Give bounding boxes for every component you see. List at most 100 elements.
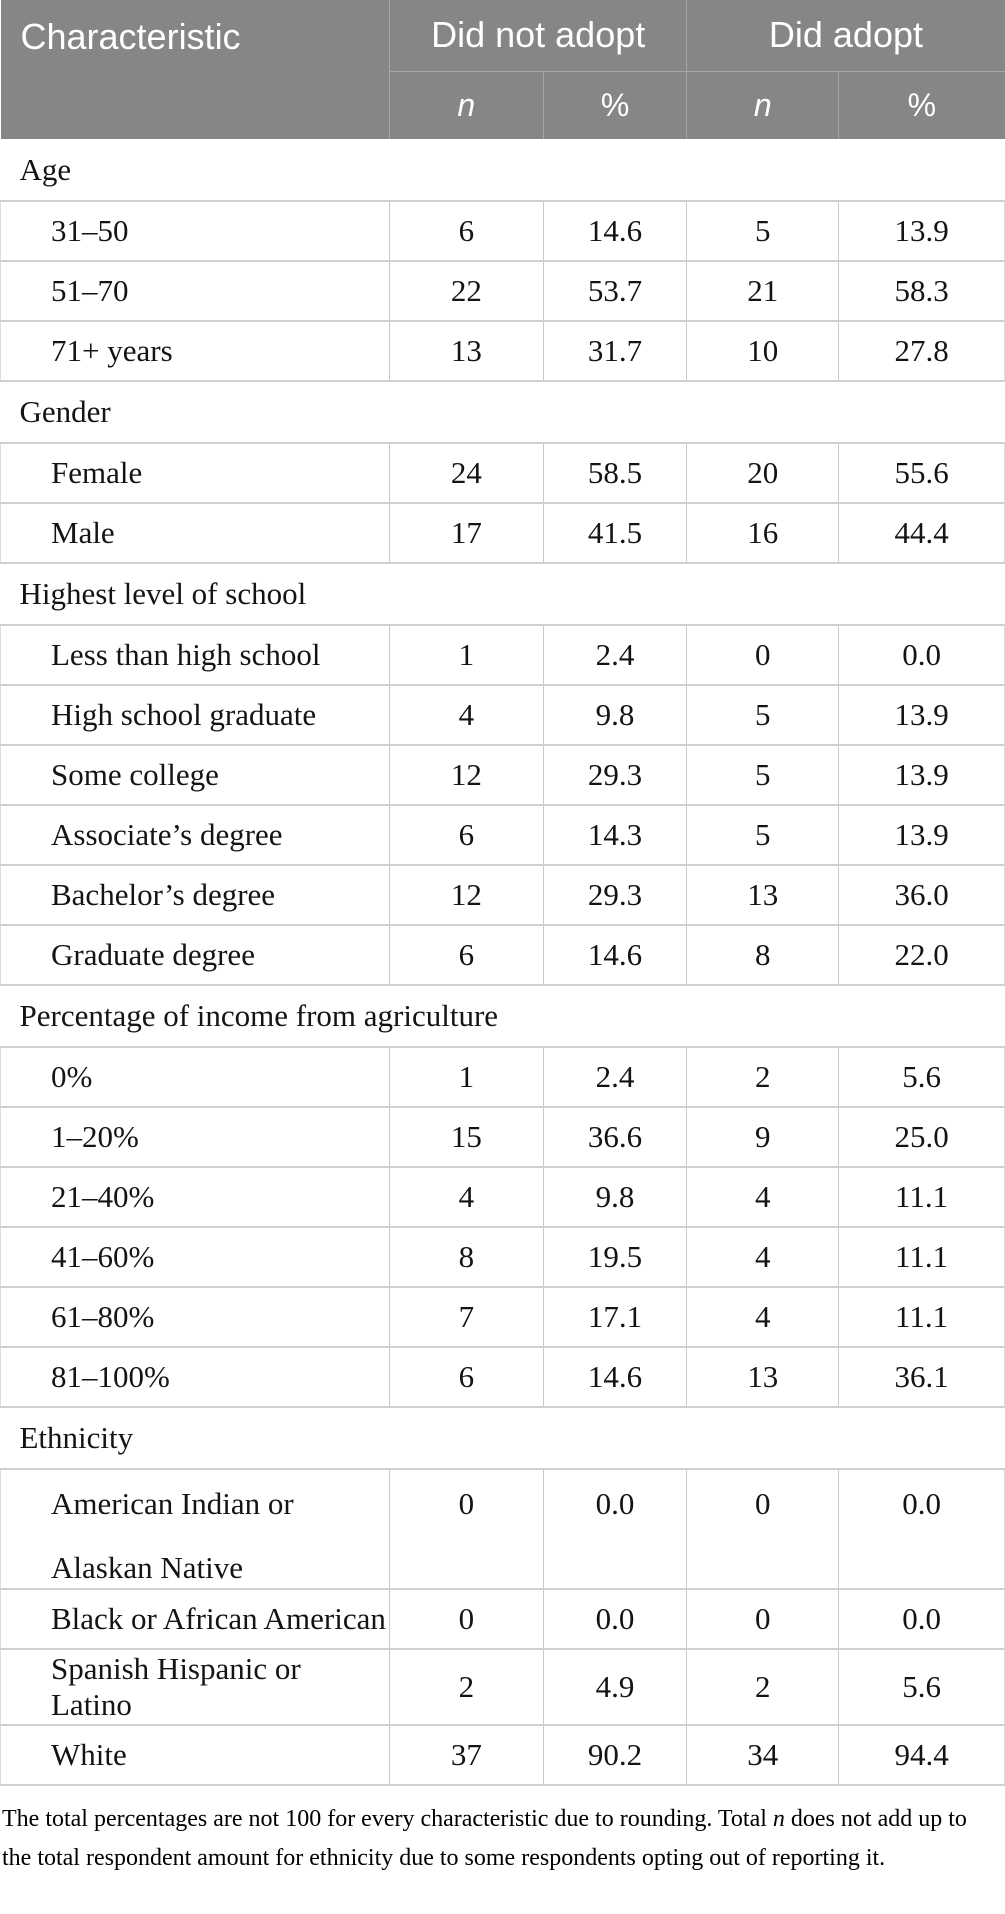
- cell-value: 0.0: [838, 1589, 1005, 1650]
- row-label: 41–60%: [0, 1227, 390, 1288]
- cell-value: 0: [388, 1589, 544, 1650]
- row-label: 21–40%: [0, 1167, 390, 1228]
- row-label: High school graduate: [0, 685, 390, 746]
- characteristics-table: Characteristic Did not adopt Did adopt n…: [0, 0, 1005, 1786]
- cell-value: 1: [388, 1047, 544, 1108]
- cell-value: 19.5: [542, 1227, 687, 1288]
- cell-value: 5: [686, 685, 839, 746]
- cell-value: 2: [686, 1047, 839, 1108]
- cell-value: 6: [388, 1347, 544, 1408]
- cell-value: 0.0: [838, 625, 1005, 686]
- cell-value: 9.8: [542, 1167, 687, 1228]
- cell-value: 36.6: [542, 1107, 687, 1168]
- row-label: Associate’s degree: [0, 805, 390, 866]
- subheader-n-did-adopt: n: [686, 71, 839, 139]
- subheader-percent-did-not-adopt: %: [542, 71, 687, 139]
- section-label: Age: [0, 139, 1005, 202]
- column-header-characteristic: Characteristic: [0, 0, 390, 139]
- cell-value: 6: [388, 201, 544, 262]
- cell-value: 13: [686, 865, 839, 926]
- table-row: Male 17 41.5 16 44.4: [0, 503, 1005, 564]
- table-row: Graduate degree 6 14.6 8 22.0: [0, 925, 1005, 986]
- cell-value: 11.1: [838, 1167, 1005, 1228]
- table-row: Female 24 58.5 20 55.6: [0, 443, 1005, 504]
- section-row: Highest level of school: [0, 563, 1005, 626]
- cell-value: 4: [388, 685, 544, 746]
- row-label: Female: [0, 443, 390, 504]
- row-label: Graduate degree: [0, 925, 390, 986]
- cell-value: 29.3: [542, 865, 687, 926]
- section-row: Percentage of income from agriculture: [0, 985, 1005, 1048]
- table-row: High school graduate 4 9.8 5 13.9: [0, 685, 1005, 746]
- column-group-did-adopt: Did adopt: [686, 0, 1005, 72]
- cell-value: 2.4: [542, 625, 687, 686]
- cell-value: 17: [388, 503, 544, 564]
- cell-value: 1: [388, 625, 544, 686]
- cell-value: 14.6: [542, 1347, 687, 1408]
- footnote-text-part2: does not add up to the total respondent …: [2, 1806, 967, 1871]
- row-label: Male: [0, 503, 390, 564]
- cell-value: 5.6: [838, 1047, 1005, 1108]
- section-row: Gender: [0, 381, 1005, 444]
- cell-value: 13.9: [838, 201, 1005, 262]
- row-label: 71+ years: [0, 321, 390, 382]
- cell-value: 55.6: [838, 443, 1005, 504]
- cell-value: 0.0: [542, 1469, 687, 1590]
- row-label: Spanish Hispanic or Latino: [0, 1649, 390, 1726]
- column-group-did-not-adopt: Did not adopt: [388, 0, 687, 72]
- cell-value: 4: [388, 1167, 544, 1228]
- header-group-row: Characteristic Did not adopt Did adopt: [0, 0, 1005, 139]
- cell-value: 17.1: [542, 1287, 687, 1348]
- row-label: American Indian or Alaskan Native: [0, 1469, 390, 1590]
- cell-value: 8: [388, 1227, 544, 1288]
- cell-value: 13.9: [838, 685, 1005, 746]
- cell-value: 4: [686, 1227, 839, 1288]
- footnote-text-part1: The total percentages are not 100 for ev…: [2, 1806, 773, 1832]
- cell-value: 2: [686, 1649, 839, 1726]
- cell-value: 5: [686, 745, 839, 806]
- cell-value: 13: [686, 1347, 839, 1408]
- row-label: 1–20%: [0, 1107, 390, 1168]
- cell-value: 58.3: [838, 261, 1005, 322]
- cell-value: 0: [686, 625, 839, 686]
- cell-value: 22: [388, 261, 544, 322]
- table-row: 81–100% 6 14.6 13 36.1: [0, 1347, 1005, 1408]
- cell-value: 9: [686, 1107, 839, 1168]
- cell-value: 34: [686, 1725, 839, 1786]
- cell-value: 5.6: [838, 1649, 1005, 1726]
- cell-value: 0: [388, 1469, 544, 1590]
- section-row: Age: [0, 139, 1005, 202]
- header-sub-row: n % n %: [1, 71, 1005, 139]
- cell-value: 5: [686, 201, 839, 262]
- cell-value: 20: [686, 443, 839, 504]
- row-label: 81–100%: [0, 1347, 390, 1408]
- cell-value: 14.6: [542, 201, 687, 262]
- table-row: Black or African American 0 0.0 0 0.0: [0, 1589, 1005, 1650]
- cell-value: 6: [388, 805, 544, 866]
- cell-value: 2: [388, 1649, 544, 1726]
- row-label: 61–80%: [0, 1287, 390, 1348]
- cell-value: 0.0: [542, 1589, 687, 1650]
- table-row: American Indian or Alaskan Native 0 0.0 0 0.0: [0, 1469, 1005, 1590]
- cell-value: 36.0: [838, 865, 1005, 926]
- cell-value: 12: [388, 865, 544, 926]
- cell-value: 53.7: [542, 261, 687, 322]
- cell-value: 13.9: [838, 745, 1005, 806]
- cell-value: 4: [686, 1287, 839, 1348]
- cell-value: 31.7: [542, 321, 687, 382]
- cell-value: 13.9: [838, 805, 1005, 866]
- cell-value: 27.8: [838, 321, 1005, 382]
- cell-value: 21: [686, 261, 839, 322]
- row-label: White: [0, 1725, 390, 1786]
- row-label: 31–50: [0, 201, 390, 262]
- cell-value: 24: [388, 443, 544, 504]
- section-row: Ethnicity: [0, 1407, 1005, 1470]
- table-row: Spanish Hispanic or Latino 2 4.9 2 5.6: [0, 1649, 1005, 1726]
- table-row: 31–50 6 14.6 5 13.9: [0, 201, 1005, 262]
- row-label: 0%: [0, 1047, 390, 1108]
- cell-value: 4.9: [542, 1649, 687, 1726]
- subheader-n-did-not-adopt: n: [388, 71, 544, 139]
- cell-value: 41.5: [542, 503, 687, 564]
- section-label: Percentage of income from agriculture: [0, 985, 1005, 1048]
- table-body: Age 31–50 6 14.6 5 13.9 51–70 22 53.7 21 58.3 71+ y…: [0, 139, 1005, 1786]
